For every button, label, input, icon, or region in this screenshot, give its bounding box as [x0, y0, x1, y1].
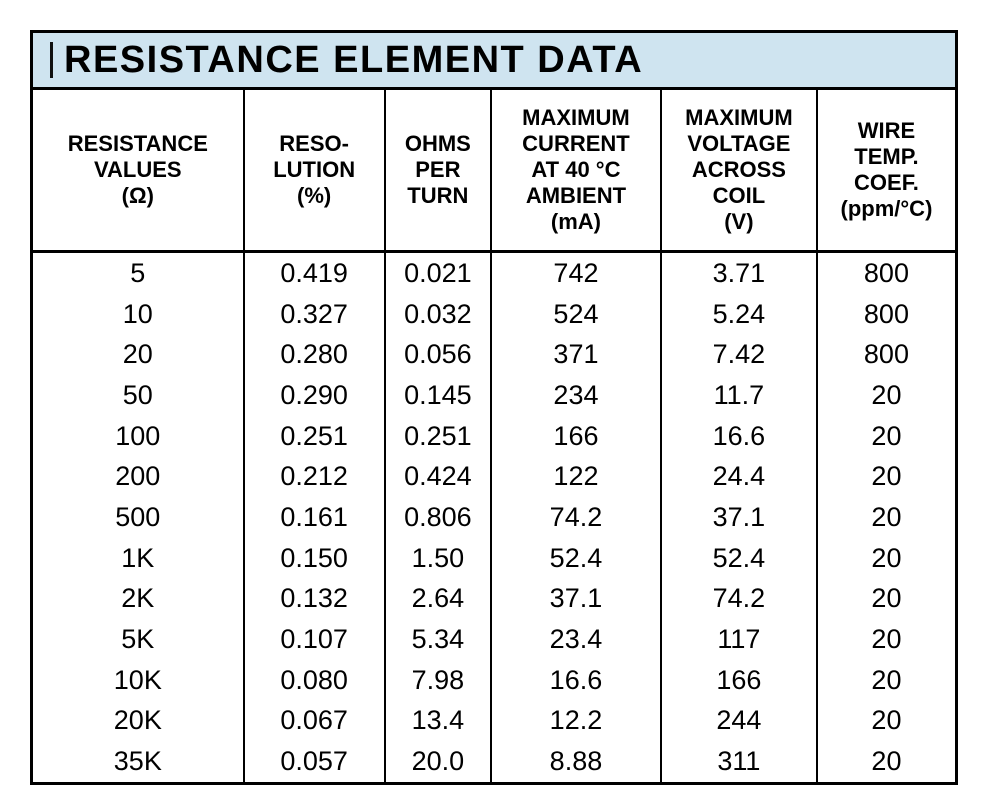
table-cell: 0.161: [245, 497, 386, 538]
table-cell: 0.806: [386, 497, 492, 538]
table-cell: 24.4: [662, 456, 818, 498]
table-cell: 52.4: [492, 537, 662, 579]
table-cell: 3.71: [662, 253, 818, 294]
table-cell: 100: [33, 415, 245, 457]
table-cell: 20: [871, 746, 902, 777]
column-header: OHMS PER TURN: [386, 90, 492, 250]
table-cell: 244: [662, 700, 818, 742]
column-header: MAXIMUM VOLTAGE ACROSS COIL (V): [662, 90, 818, 250]
table-cell: 0.057: [245, 741, 386, 782]
table-cell: 20: [871, 501, 902, 532]
table-cell: 5.24: [662, 293, 818, 335]
table-cell: 0.327: [245, 293, 386, 335]
column-header: MAXIMUM CURRENT AT 40 °C AMBIENT (mA): [492, 90, 662, 250]
table-cell: 524: [492, 293, 662, 335]
table-cell: 0.212: [245, 456, 386, 498]
table-cell: 5K: [33, 619, 245, 660]
table-cell: 0.419: [245, 253, 386, 294]
table-cell: 8.88: [492, 741, 662, 782]
column-header: WIRE TEMP. COEF. (ppm/°C): [840, 118, 933, 221]
table-cell: 166: [662, 659, 818, 701]
column-header: RESISTANCE VALUES (Ω): [33, 90, 245, 250]
table-cell: 311: [662, 741, 818, 782]
table-cell: 37.1: [662, 497, 818, 538]
table-cell: 7.42: [662, 334, 818, 376]
table-cell: 10: [33, 293, 245, 335]
table-cell: 12.2: [492, 700, 662, 742]
column-header: RESO- LUTION (%): [245, 90, 386, 250]
table-cell: 2K: [33, 578, 245, 620]
table-cell: 5: [33, 253, 245, 294]
table-cell: 13.4: [386, 700, 492, 742]
table-cell: 5.34: [386, 619, 492, 660]
table-cell: 166: [492, 415, 662, 457]
table-cell: 20: [33, 334, 245, 376]
table-cell: 122: [492, 456, 662, 498]
table-cell: 0.280: [245, 334, 386, 376]
table-cell: 371: [492, 334, 662, 376]
table-cell: 20: [871, 379, 902, 410]
table-cell: 0.251: [245, 415, 386, 457]
table-cell: 20: [871, 461, 902, 492]
table-cell: 11.7: [662, 375, 818, 416]
table-cell: 117: [662, 619, 818, 660]
table-cell: 742: [492, 253, 662, 294]
table-cell: 20: [871, 420, 902, 451]
resistance-element-data-table: RESISTANCE ELEMENT DATA RESISTANCE VALUE…: [30, 30, 958, 785]
table-cell: 10K: [33, 659, 245, 701]
table-cell: 0.251: [386, 415, 492, 457]
table-title-bar: RESISTANCE ELEMENT DATA: [33, 33, 955, 90]
table-cell: 0.132: [245, 578, 386, 620]
table-cell: 800: [863, 298, 909, 329]
table-cell: 0.021: [386, 253, 492, 294]
table-cell: 0.150: [245, 537, 386, 579]
table-cell: 200: [33, 456, 245, 498]
table-cell: 20: [871, 624, 902, 655]
table-cell: 23.4: [492, 619, 662, 660]
table-cell: 20.0: [386, 741, 492, 782]
table-cell: 20K: [33, 700, 245, 742]
table-cell: 74.2: [492, 497, 662, 538]
table-cell: 1.50: [386, 537, 492, 579]
table-cell: 74.2: [662, 578, 818, 620]
table-cell: 0.032: [386, 293, 492, 335]
table-cell: 500: [33, 497, 245, 538]
table-cell: 800: [863, 339, 909, 370]
scan-artifact-mark: [50, 42, 53, 78]
table-cell: 0.424: [386, 456, 492, 498]
table-cell: 16.6: [492, 659, 662, 701]
table-cell: 16.6: [662, 415, 818, 457]
table-cell: 0.107: [245, 619, 386, 660]
table-cell: 0.145: [386, 375, 492, 416]
table-cell: 20: [871, 705, 902, 736]
table-cell: 20: [871, 542, 902, 573]
table-cell: 2.64: [386, 578, 492, 620]
table-cell: 52.4: [662, 537, 818, 579]
table-body: 5 0.419 0.021 742 3.71 800 10 0.327 0.032 524 5.24…: [33, 253, 955, 782]
table-cell: 20: [871, 583, 902, 614]
table-title: RESISTANCE ELEMENT DATA: [64, 38, 644, 81]
table-cell: 0.290: [245, 375, 386, 416]
header-row: RESISTANCE VALUES (Ω) RESO- LUTION (%) OHM…: [33, 90, 955, 253]
table-cell: 20: [871, 664, 902, 695]
table-cell: 1K: [33, 537, 245, 579]
table-cell: 800: [863, 257, 909, 288]
table-cell: 0.056: [386, 334, 492, 376]
table-cell: 37.1: [492, 578, 662, 620]
table-cell: 35K: [33, 741, 245, 782]
table-cell: 50: [33, 375, 245, 416]
table-cell: 0.080: [245, 659, 386, 701]
table-cell: 0.067: [245, 700, 386, 742]
table-cell: 234: [492, 375, 662, 416]
table-cell: 7.98: [386, 659, 492, 701]
